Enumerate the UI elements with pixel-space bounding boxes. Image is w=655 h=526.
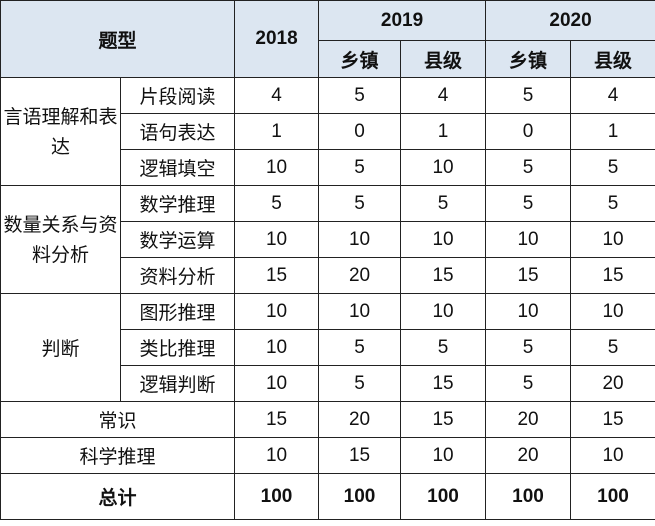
header-title: 题型: [0, 0, 236, 78]
cell-2018: 10: [234, 293, 320, 330]
cell-2019-county: 10: [400, 149, 487, 186]
table-row: 逻辑填空 10 5 10 5 5: [1, 149, 655, 186]
cell-2020-county: 20: [570, 365, 655, 402]
total-row: 总计 100 100 100 100 100: [0, 473, 655, 520]
cell-2019-county: 15: [400, 365, 487, 402]
row-label: 语句表达: [119, 113, 236, 150]
header-year-2020: 2020: [485, 0, 655, 41]
cell-2019-county: 5: [400, 185, 487, 222]
row-label: 逻辑填空: [119, 149, 236, 186]
cell-2019-county: 10: [400, 221, 487, 258]
cell-2018: 5: [234, 185, 320, 222]
cell-2020-township: 5: [485, 149, 572, 186]
cell-2018: 10: [234, 329, 320, 366]
cell-2018: 10: [234, 221, 320, 258]
header-row-years: 题型 2018 2019 2020: [0, 0, 655, 78]
cell-2019-county: 15: [400, 257, 487, 294]
cell-2020-county: 1: [570, 113, 655, 150]
cell-2019-county: 1: [400, 113, 487, 150]
row-label: 资料分析: [119, 257, 236, 294]
row-label: 片段阅读: [119, 77, 236, 114]
row-label: 类比推理: [119, 329, 236, 366]
cell-2019-county: 10: [400, 293, 487, 330]
table-row: 言语理解和表达 片段阅读 4 5 4 5 4: [0, 77, 655, 186]
group-name: 言语理解和表达: [0, 77, 121, 186]
total-2020-township: 100: [485, 473, 572, 520]
row-label: 科学推理: [0, 437, 236, 474]
total-label: 总计: [0, 473, 236, 520]
cell-2019-township: 15: [318, 437, 402, 474]
group-name: 数量关系与资料分析: [0, 185, 121, 294]
cell-2018: 10: [234, 149, 320, 186]
cell-2020-township: 10: [485, 293, 572, 330]
cell-2018: 4: [234, 77, 320, 114]
table-row: 常识 15 20 15 20 15: [0, 401, 655, 438]
cell-2020-township: 5: [485, 185, 572, 222]
cell-2020-county: 15: [570, 257, 655, 294]
cell-2020-county: 5: [570, 329, 655, 366]
header-year-2018: 2018: [234, 0, 320, 78]
cell-2019-township: 5: [318, 149, 402, 186]
header-2020-county: 县级: [570, 40, 655, 78]
cell-2020-township: 5: [485, 329, 572, 366]
table-row: 语句表达 1 0 1 0 1: [1, 113, 655, 150]
cell-2020-township: 10: [485, 221, 572, 258]
row-label: 数学运算: [119, 221, 236, 258]
cell-2020-township: 20: [485, 437, 572, 474]
cell-2019-township: 5: [318, 365, 402, 402]
table-row: 资料分析 15 20 15 15 15: [1, 257, 655, 294]
row-label: 数学推理: [119, 185, 236, 222]
group-name: 判断: [0, 293, 121, 402]
table-row: 类比推理 10 5 5 5 5: [1, 329, 655, 366]
total-2019-county: 100: [400, 473, 487, 520]
cell-2020-township: 0: [485, 113, 572, 150]
cell-2020-county: 15: [570, 401, 655, 438]
cell-2020-county: 4: [570, 77, 655, 114]
cell-2020-township: 15: [485, 257, 572, 294]
cell-2019-township: 5: [318, 77, 402, 114]
cell-2018: 10: [234, 437, 320, 474]
cell-2020-county: 10: [570, 437, 655, 474]
header-2019-county: 县级: [400, 40, 487, 78]
cell-2018: 15: [234, 401, 320, 438]
cell-2018: 1: [234, 113, 320, 150]
cell-2019-township: 10: [318, 293, 402, 330]
cell-2020-county: 5: [570, 185, 655, 222]
cell-2020-county: 5: [570, 149, 655, 186]
cell-2018: 15: [234, 257, 320, 294]
header-row-levels: 乡镇 县级 乡镇 县级: [1, 40, 655, 78]
cell-2020-township: 20: [485, 401, 572, 438]
cell-2020-county: 10: [570, 221, 655, 258]
table-row: 数量关系与资料分析 数学推理 5 5 5 5 5: [0, 185, 655, 294]
cell-2019-county: 4: [400, 77, 487, 114]
header-year-2019: 2019: [318, 0, 487, 41]
cell-2020-township: 5: [485, 77, 572, 114]
total-2020-county: 100: [570, 473, 655, 520]
table-row: 科学推理 10 15 10 20 10: [0, 437, 655, 474]
total-2019-township: 100: [318, 473, 402, 520]
header-2020-township: 乡镇: [485, 40, 572, 78]
table-row: 数学运算 10 10 10 10 10: [1, 221, 655, 258]
cell-2019-township: 10: [318, 221, 402, 258]
cell-2019-township: 5: [318, 329, 402, 366]
cell-2019-township: 20: [318, 401, 402, 438]
cell-2020-county: 10: [570, 293, 655, 330]
cell-2020-township: 5: [485, 365, 572, 402]
row-label: 常识: [0, 401, 236, 438]
row-label: 逻辑判断: [119, 365, 236, 402]
table-row: 判断 图形推理 10 10 10 10 10: [0, 293, 655, 402]
cell-2019-township: 5: [318, 185, 402, 222]
table-row: 逻辑判断 10 5 15 5 20: [1, 365, 655, 402]
cell-2019-township: 20: [318, 257, 402, 294]
cell-2019-township: 0: [318, 113, 402, 150]
total-2018: 100: [234, 473, 320, 520]
header-2019-township: 乡镇: [318, 40, 402, 78]
cell-2019-county: 5: [400, 329, 487, 366]
cell-2019-county: 10: [400, 437, 487, 474]
row-label: 图形推理: [119, 293, 236, 330]
cell-2018: 10: [234, 365, 320, 402]
cell-2019-county: 15: [400, 401, 487, 438]
